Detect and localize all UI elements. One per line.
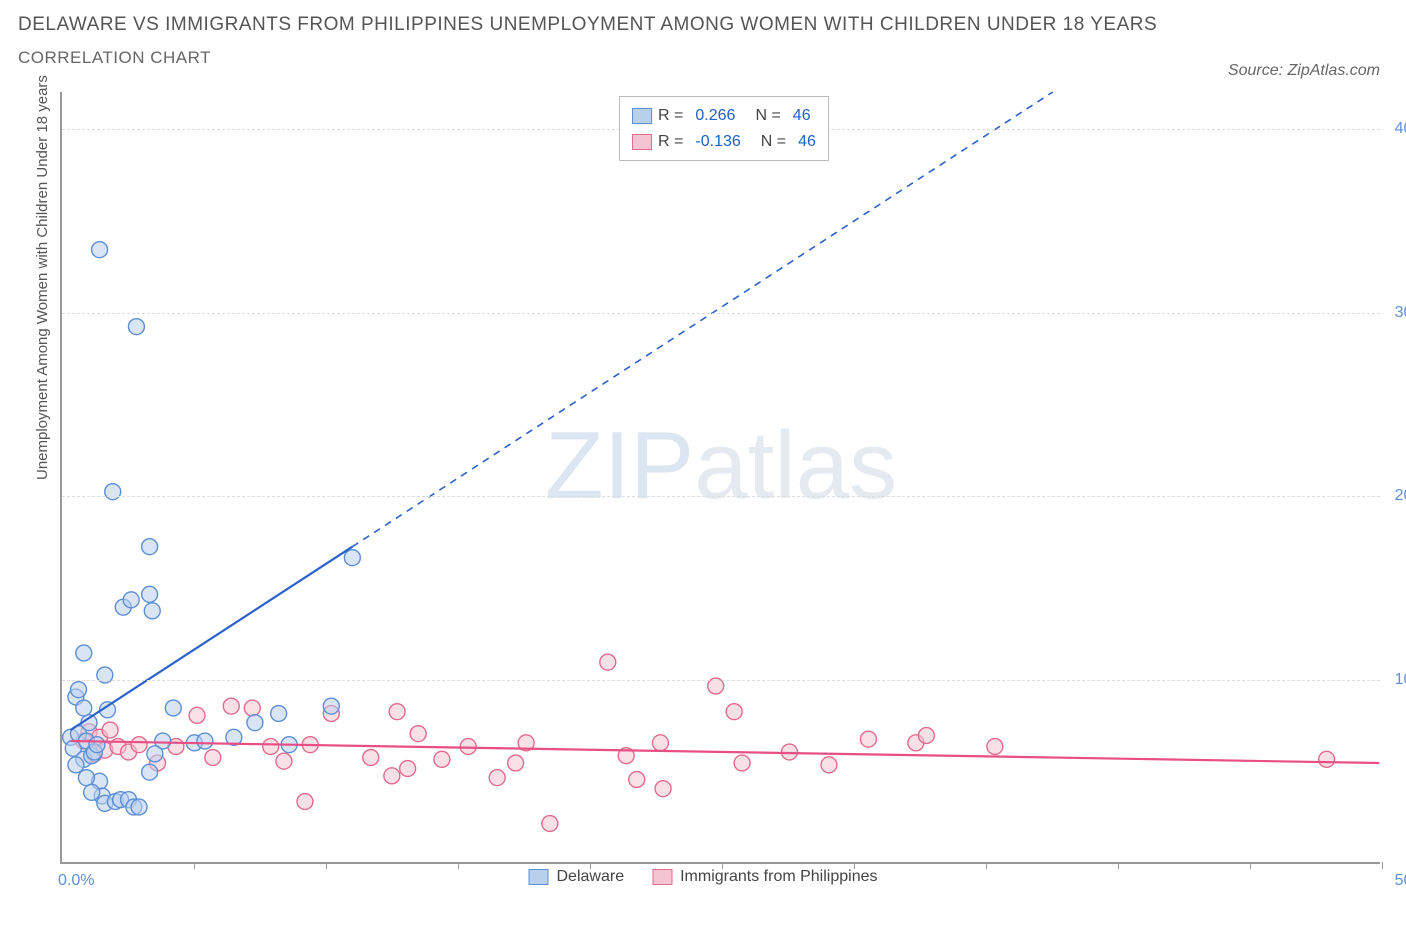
data-point	[726, 704, 742, 720]
data-point	[384, 768, 400, 784]
x-tick-mark	[1250, 862, 1251, 869]
trendline	[71, 547, 353, 730]
legend-r-value-a: 0.266	[695, 107, 735, 125]
data-point	[131, 799, 147, 815]
chart-title: DELAWARE VS IMMIGRANTS FROM PHILIPPINES …	[18, 14, 1157, 36]
legend-swatch-a2	[529, 869, 549, 885]
legend-r-label-b: R =	[658, 133, 683, 151]
data-point	[821, 757, 837, 773]
data-point	[197, 733, 213, 749]
chart-subtitle: CORRELATION CHART	[18, 48, 1157, 68]
y-tick-label: 30.0%	[1395, 304, 1406, 322]
legend-swatch-b2	[652, 869, 672, 885]
data-point	[123, 592, 139, 608]
y-tick-label: 10.0%	[1395, 671, 1406, 689]
x-tick-mark	[326, 862, 327, 869]
y-axis-label: Unemployment Among Women with Children U…	[34, 75, 51, 480]
data-point	[629, 772, 645, 788]
y-tick-label: 40.0%	[1395, 120, 1406, 138]
gridline-h	[62, 313, 1380, 314]
data-point	[165, 700, 181, 716]
data-point	[89, 737, 105, 753]
data-point	[344, 550, 360, 566]
data-point	[297, 794, 313, 810]
data-point	[189, 707, 205, 723]
data-point	[1319, 751, 1335, 767]
data-point	[92, 242, 108, 258]
legend-item-b: Immigrants from Philippines	[652, 868, 877, 886]
data-point	[542, 816, 558, 832]
correlation-legend: R = 0.266 N = 46 R = -0.136 N = 46	[619, 96, 829, 161]
x-tick-mark	[194, 862, 195, 869]
data-point	[142, 586, 158, 602]
x-max-label: 50.0%	[1395, 872, 1406, 890]
data-point	[271, 706, 287, 722]
legend-n-value-a: 46	[793, 107, 811, 125]
data-point	[142, 539, 158, 555]
data-point	[918, 728, 934, 744]
data-point	[276, 753, 292, 769]
data-point	[71, 682, 87, 698]
x-tick-mark	[1118, 862, 1119, 869]
legend-label-b: Immigrants from Philippines	[680, 868, 877, 886]
plot-area: ZIPatlas 0.0% 50.0% 10.0%20.0%30.0%40.0%	[60, 92, 1380, 864]
gridline-h	[62, 680, 1380, 681]
data-point	[142, 764, 158, 780]
data-point	[223, 698, 239, 714]
x-tick-mark	[986, 862, 987, 869]
data-point	[144, 603, 160, 619]
data-point	[860, 731, 876, 747]
data-point	[205, 750, 221, 766]
data-point	[76, 700, 92, 716]
data-point	[131, 737, 147, 753]
legend-swatch-a	[632, 108, 652, 124]
data-point	[363, 750, 379, 766]
legend-row-a: R = 0.266 N = 46	[632, 103, 816, 129]
legend-n-label-b: N =	[761, 133, 786, 151]
data-point	[400, 761, 416, 777]
data-point	[652, 735, 668, 751]
data-point	[78, 770, 94, 786]
chart-svg	[62, 92, 1380, 862]
data-point	[323, 698, 339, 714]
data-point	[102, 722, 118, 738]
gridline-h	[62, 496, 1380, 497]
legend-item-a: Delaware	[529, 868, 625, 886]
data-point	[247, 715, 263, 731]
data-point	[489, 770, 505, 786]
legend-n-label-a: N =	[755, 107, 780, 125]
legend-label-a: Delaware	[557, 868, 625, 886]
data-point	[655, 781, 671, 797]
data-point	[389, 704, 405, 720]
data-point	[147, 746, 163, 762]
source-attribution: Source: ZipAtlas.com	[1228, 62, 1380, 80]
data-point	[76, 645, 92, 661]
data-point	[600, 654, 616, 670]
legend-r-label-a: R =	[658, 107, 683, 125]
data-point	[434, 751, 450, 767]
x-origin-label: 0.0%	[58, 872, 94, 890]
data-point	[410, 726, 426, 742]
legend-swatch-b	[632, 134, 652, 150]
x-tick-mark	[1382, 862, 1383, 869]
y-tick-label: 20.0%	[1395, 487, 1406, 505]
series-legend: Delaware Immigrants from Philippines	[529, 868, 878, 886]
legend-row-b: R = -0.136 N = 46	[632, 129, 816, 155]
legend-r-value-b: -0.136	[695, 133, 740, 151]
x-tick-mark	[458, 862, 459, 869]
data-point	[84, 784, 100, 800]
data-point	[734, 755, 750, 771]
data-point	[987, 739, 1003, 755]
data-point	[508, 755, 524, 771]
chart-title-block: DELAWARE VS IMMIGRANTS FROM PHILIPPINES …	[18, 14, 1157, 68]
data-point	[128, 319, 144, 335]
data-point	[263, 739, 279, 755]
legend-n-value-b: 46	[798, 133, 816, 151]
data-point	[244, 700, 260, 716]
data-point	[68, 757, 84, 773]
